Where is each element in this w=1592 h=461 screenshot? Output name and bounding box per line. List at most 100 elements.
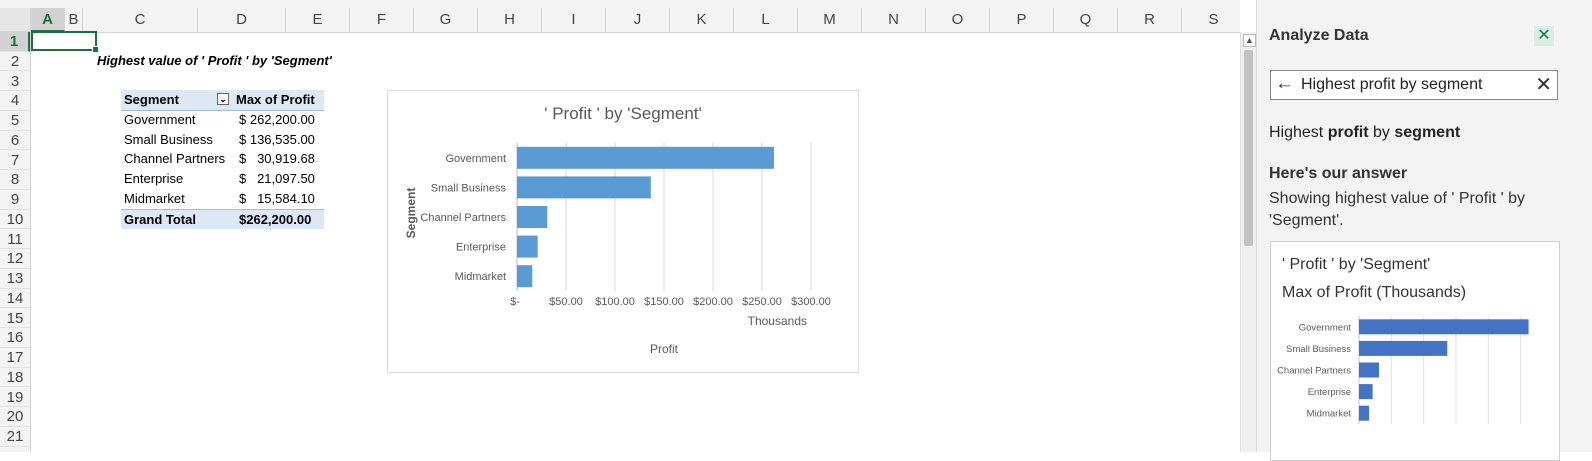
category-label: Channel Partners [420,212,506,224]
pivot-grand-total-row[interactable]: Grand Total $262,200.00 [121,208,324,230]
query-text: Highest [1269,124,1328,141]
row-header-20[interactable]: 20 [0,407,30,427]
row-header-5[interactable]: 5 [0,111,30,131]
bar-government [517,146,774,169]
pivot-row-value: $ 21,097.50 [239,171,315,187]
pivot-row[interactable]: Midmarket $ 15,584.10 [121,189,324,209]
pivot-header-segment: Segment [124,92,179,107]
vertical-scrollbar[interactable]: ▲ [1240,32,1256,452]
scrollbar-thumb[interactable] [1244,50,1253,246]
x-axis-title: Profit [650,342,679,356]
column-header-e[interactable]: E [286,8,350,32]
column-header-h[interactable]: H [478,8,542,32]
row-header-3[interactable]: 3 [0,72,30,92]
column-header-m[interactable]: M [798,8,862,32]
x-tick-label: $250.00 [742,296,782,308]
x-tick-label: $200.00 [693,296,733,308]
row-header-4[interactable]: 4 [0,91,30,111]
column-header-g[interactable]: G [414,8,478,32]
row-header-2[interactable]: 2 [0,52,30,72]
category-label: Small Business [431,182,507,194]
card-category-label: Government [1299,322,1352,333]
pivot-row[interactable]: Government $ 262,200.00 [121,110,324,130]
row-header-11[interactable]: 11 [0,230,30,250]
pane-title: Analyze Data [1269,27,1369,44]
column-header-q[interactable]: Q [1054,8,1118,32]
back-arrow-icon[interactable]: ← [1275,73,1294,94]
card-category-label: Enterprise [1308,387,1351,398]
axis-unit-label: Thousands [748,314,807,328]
chart-canvas: ' Profit ' by 'Segment' $- $50.00 $100.00 $1… [404,104,831,356]
column-header-r[interactable]: R [1118,8,1182,32]
column-header-j[interactable]: J [606,8,670,32]
row-header-1[interactable]: 1 [0,32,30,52]
row-header-7[interactable]: 7 [0,151,30,171]
column-header-b[interactable]: B [65,8,83,32]
card-title: ' Profit ' by 'Segment' [1282,256,1431,273]
pivot-row-label: Government [124,112,196,127]
pivot-row[interactable]: Small Business $ 136,535.00 [121,130,324,150]
query-field-segment: segment [1394,124,1461,141]
column-header-f[interactable]: F [350,8,414,32]
search-input[interactable]: Highest profit by segment [1301,76,1483,93]
pivot-row-label: Channel Partners [124,151,226,167]
column-header-k[interactable]: K [670,8,734,32]
row-header-13[interactable]: 13 [0,269,30,289]
row-header-16[interactable]: 16 [0,328,30,348]
pivot-header-row: Segment ⌄ Max of Profit [121,90,324,111]
scroll-up-icon[interactable]: ▲ [1243,34,1256,47]
grand-total-value: $262,200.00 [239,211,312,227]
pivot-row-label: Enterprise [124,171,184,187]
row-header-17[interactable]: 17 [0,348,30,368]
column-header-d[interactable]: D [198,8,286,32]
select-all-corner[interactable] [0,8,31,32]
grand-total-label: Grand Total [124,211,196,227]
column-header-o[interactable]: O [926,8,990,32]
close-icon[interactable]: ✕ [1534,26,1554,46]
column-header-p[interactable]: P [990,8,1054,32]
analyze-data-pane: Analyze Data ✕ ← Highest profit by segme… [1256,0,1592,461]
row-header-19[interactable]: 19 [0,388,30,408]
answer-chart-card[interactable]: Government Small Business Channel Partners… [1270,241,1560,461]
x-tick-label: $300.00 [791,296,831,308]
card-bar-government [1359,319,1529,335]
selected-cell-a1[interactable] [31,31,99,53]
answer-heading: Here's our answer [1269,165,1408,182]
pivot-title-cell[interactable]: Highest value of ' Profit ' by 'Segment' [97,53,332,68]
query-search-box[interactable]: ← Highest profit by segment ✕ [1270,70,1558,100]
pivot-header-value: Max of Profit [236,92,315,107]
profit-by-segment-chart[interactable]: ' Profit ' by 'Segment' $- $50.00 $100.00 $1… [387,90,859,373]
bar-enterprise [517,235,538,258]
row-header-21[interactable]: 21 [0,427,30,447]
column-header-l[interactable]: L [734,8,798,32]
row-header-18[interactable]: 18 [0,368,30,388]
pivot-row-value: $ 136,535.00 [239,131,315,147]
card-category-label: Channel Partners [1277,366,1351,377]
pivot-row[interactable]: Channel Partners $ 30,919.68 [121,149,324,169]
bar-midmarket [517,265,533,288]
category-label: Enterprise [456,242,506,254]
column-header-c[interactable]: C [83,8,198,32]
category-label: Government [445,153,506,165]
row-header-12[interactable]: 12 [0,249,30,269]
clear-icon[interactable]: ✕ [1535,74,1552,96]
row-header-14[interactable]: 14 [0,289,30,309]
x-tick-label: $100.00 [595,296,635,308]
row-header-6[interactable]: 6 [0,131,30,151]
column-header-s[interactable]: S [1182,8,1240,32]
row-header-10[interactable]: 10 [0,210,30,230]
query-text: by [1368,124,1395,141]
column-header-a[interactable]: A [31,8,65,32]
row-header-9[interactable]: 9 [0,190,30,210]
card-bar-enterprise [1359,384,1373,400]
filter-dropdown-icon[interactable]: ⌄ [217,93,229,105]
column-header-i[interactable]: I [542,8,606,32]
row-header-15[interactable]: 15 [0,309,30,329]
ribbon-edge [0,0,1240,8]
column-header-n[interactable]: N [862,8,926,32]
pivot-row[interactable]: Enterprise $ 21,097.50 [121,169,324,189]
row-header-8[interactable]: 8 [0,170,30,190]
card-category-label: Midmarket [1307,409,1352,420]
pivot-row-value: $ 262,200.00 [239,112,315,127]
